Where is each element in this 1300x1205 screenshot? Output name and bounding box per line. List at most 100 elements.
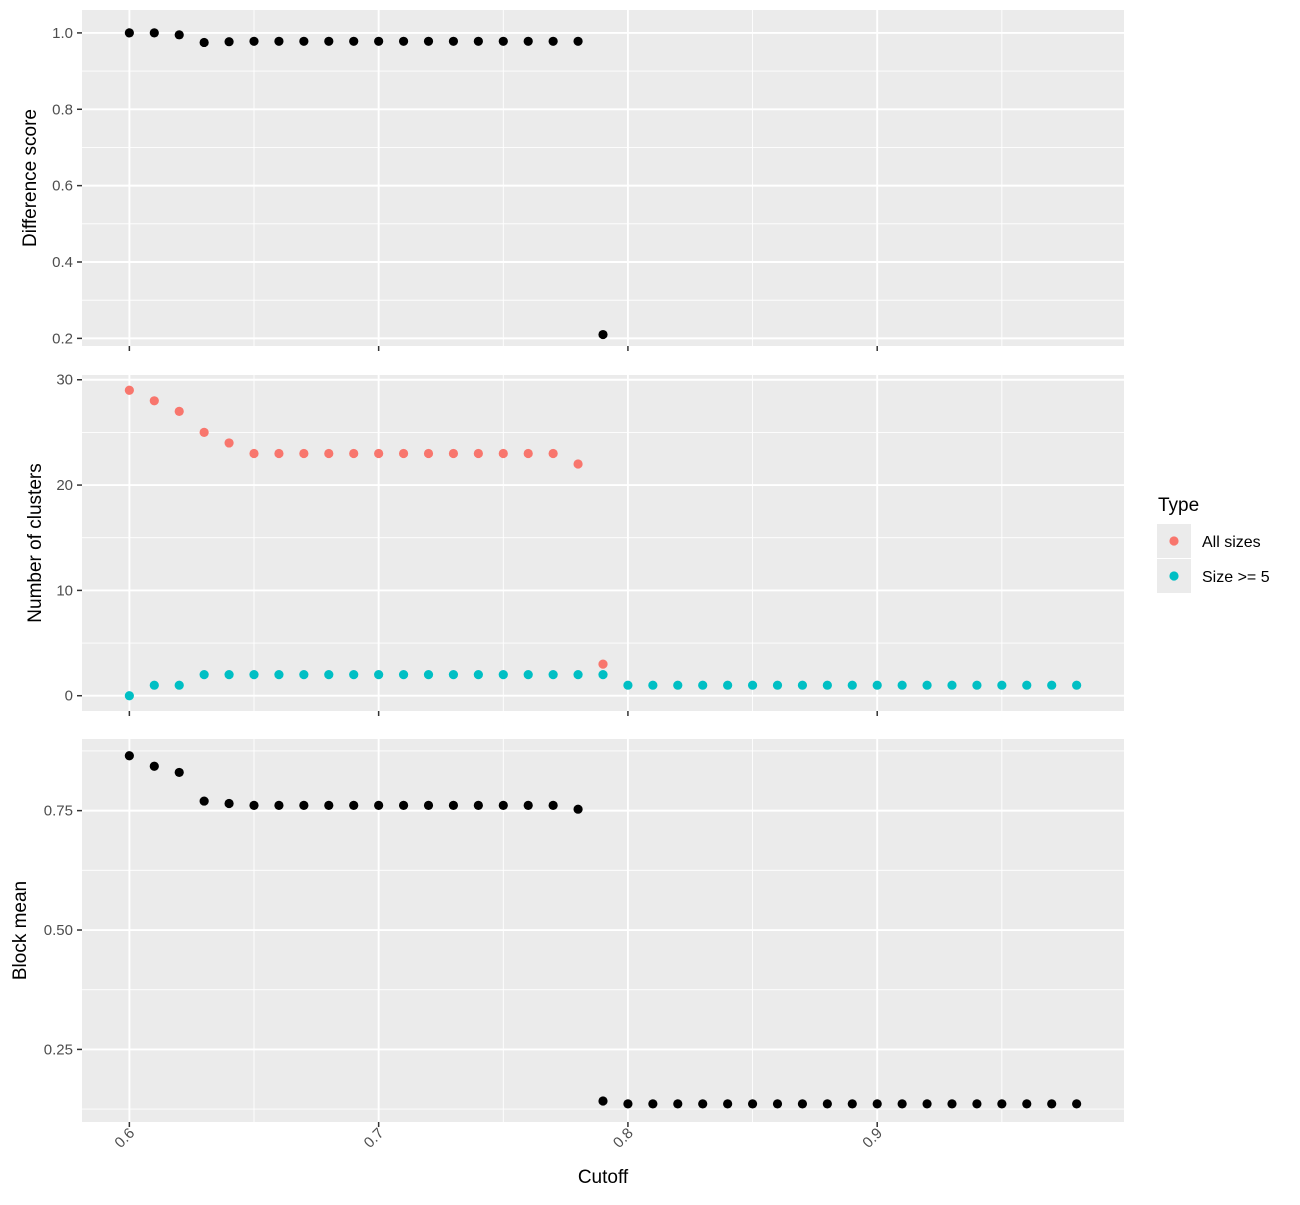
data-point bbox=[249, 800, 259, 810]
legend-label: All sizes bbox=[1202, 534, 1261, 551]
data-point bbox=[822, 680, 832, 690]
data-point bbox=[224, 670, 234, 680]
panel-middle: 0 10 20 30 Number of clusters bbox=[25, 372, 1124, 716]
data-point bbox=[274, 670, 284, 680]
data-point bbox=[274, 448, 284, 459]
data-point bbox=[448, 800, 459, 810]
data-point bbox=[573, 459, 583, 469]
data-point bbox=[872, 680, 882, 690]
data-point bbox=[249, 670, 259, 680]
series-all-sizes bbox=[124, 385, 608, 669]
y-tick-label: 0.25 bbox=[44, 1041, 73, 1058]
data-point bbox=[473, 670, 483, 680]
data-point bbox=[673, 680, 683, 690]
y-tick-label: 0.50 bbox=[44, 922, 73, 939]
y-tick-label: 0.2 bbox=[52, 330, 73, 347]
data-point bbox=[797, 1099, 808, 1109]
data-point bbox=[922, 1099, 932, 1109]
panel-top: 0.2 0.4 0.6 0.8 1.0 Difference score bbox=[20, 10, 1124, 351]
data-point bbox=[224, 438, 234, 448]
data-point bbox=[573, 36, 583, 46]
data-point bbox=[897, 1099, 907, 1109]
data-point bbox=[448, 670, 459, 680]
data-point bbox=[124, 28, 134, 38]
data-point bbox=[174, 767, 184, 778]
data-point bbox=[349, 36, 359, 46]
data-point bbox=[199, 796, 209, 806]
data-point bbox=[1072, 1099, 1082, 1109]
y-axis-title: Number of clusters bbox=[25, 463, 46, 622]
data-point bbox=[1047, 1099, 1057, 1109]
data-point bbox=[324, 670, 334, 680]
y-tick-label: 20 bbox=[56, 477, 73, 494]
data-point bbox=[847, 680, 857, 690]
x-tick-label: 0.9 bbox=[859, 1125, 886, 1152]
data-point bbox=[772, 1099, 783, 1109]
data-point bbox=[997, 680, 1007, 690]
data-point bbox=[473, 448, 483, 459]
data-point bbox=[947, 680, 957, 690]
data-point bbox=[1022, 680, 1032, 690]
data-point bbox=[374, 36, 384, 46]
panel-background bbox=[82, 10, 1124, 346]
x-tick-label: 0.6 bbox=[111, 1125, 138, 1152]
data-point bbox=[423, 448, 434, 459]
data-point bbox=[299, 36, 309, 46]
data-point bbox=[398, 448, 409, 459]
y-tick-label: 1.0 bbox=[52, 25, 73, 42]
data-point bbox=[349, 800, 359, 810]
data-point bbox=[149, 680, 159, 690]
legend-label: Size >= 5 bbox=[1202, 569, 1270, 586]
data-point bbox=[249, 36, 259, 46]
y-axis-title: Difference score bbox=[20, 109, 41, 247]
data-point bbox=[124, 385, 134, 395]
data-point bbox=[548, 448, 558, 459]
data-point bbox=[349, 448, 359, 459]
legend-key-point bbox=[1169, 571, 1179, 581]
data-point bbox=[199, 37, 209, 48]
data-point bbox=[922, 680, 932, 690]
data-point bbox=[498, 800, 508, 810]
data-point bbox=[199, 427, 209, 438]
data-point bbox=[648, 680, 658, 690]
data-point bbox=[324, 800, 334, 810]
x-tick-label: 0.7 bbox=[361, 1125, 388, 1152]
data-point bbox=[598, 670, 608, 680]
data-point bbox=[598, 1096, 608, 1106]
data-point bbox=[448, 36, 459, 46]
data-point bbox=[548, 36, 558, 46]
data-point bbox=[822, 1099, 832, 1109]
data-point bbox=[723, 680, 733, 690]
data-point bbox=[224, 798, 234, 809]
y-tick-label: 10 bbox=[56, 582, 73, 599]
legend-key-point bbox=[1169, 536, 1179, 546]
y-tick-label: 30 bbox=[56, 372, 73, 389]
data-point bbox=[1022, 1099, 1032, 1109]
data-point bbox=[423, 36, 434, 46]
data-point bbox=[723, 1099, 733, 1109]
data-point bbox=[498, 670, 508, 680]
data-point bbox=[124, 691, 134, 701]
data-point bbox=[747, 1099, 758, 1109]
data-point bbox=[299, 800, 309, 810]
data-point bbox=[423, 800, 434, 810]
data-point bbox=[324, 36, 334, 46]
x-tick-label: 0.8 bbox=[610, 1125, 637, 1152]
legend: Type All sizes Size >= 5 bbox=[1157, 495, 1270, 593]
data-point bbox=[498, 36, 508, 46]
data-point bbox=[398, 800, 409, 810]
data-point bbox=[623, 680, 633, 690]
data-point bbox=[149, 28, 159, 38]
data-point bbox=[972, 1099, 982, 1109]
legend-title: Type bbox=[1158, 495, 1199, 516]
series-points bbox=[124, 28, 608, 340]
data-point bbox=[673, 1099, 683, 1109]
data-point bbox=[174, 406, 184, 416]
data-point bbox=[648, 1099, 658, 1109]
y-tick-label: 0.6 bbox=[52, 178, 73, 195]
series-points bbox=[124, 751, 1082, 1109]
x-axis-title: Cutoff bbox=[578, 1167, 629, 1188]
data-point bbox=[523, 448, 533, 459]
data-point bbox=[548, 800, 558, 810]
